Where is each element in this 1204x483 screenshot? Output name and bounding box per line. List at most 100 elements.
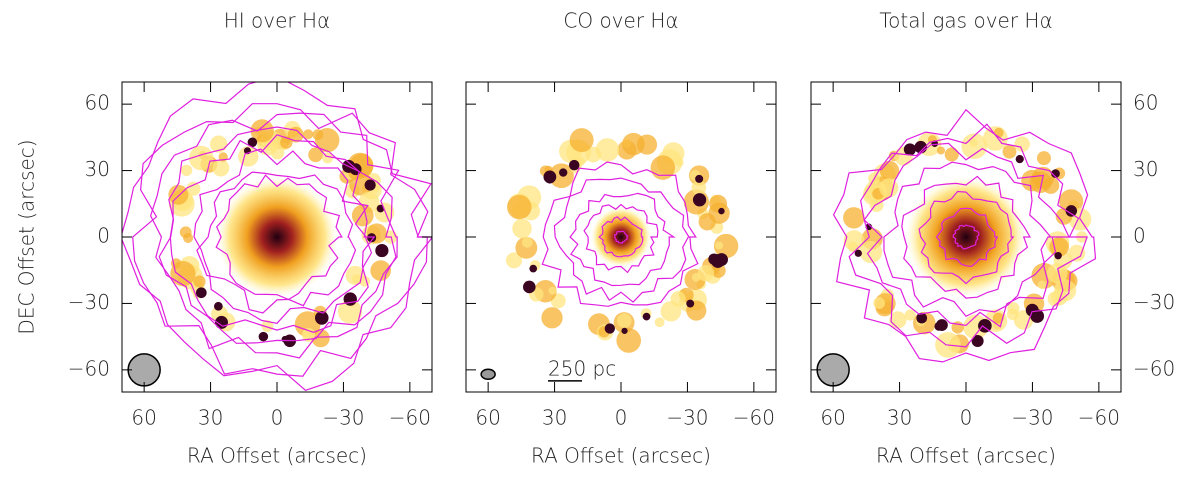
contour bbox=[583, 203, 659, 274]
hii-region bbox=[523, 280, 536, 294]
contour bbox=[848, 123, 1088, 348]
x-tick-label: −30 bbox=[666, 406, 708, 430]
hii-region bbox=[903, 143, 916, 156]
x-tick-label: −60 bbox=[389, 406, 431, 430]
hii-region bbox=[935, 319, 948, 331]
contour bbox=[883, 161, 1052, 318]
emission-blob bbox=[617, 313, 632, 328]
emission-blob bbox=[1037, 280, 1047, 290]
emission-blob bbox=[577, 157, 586, 166]
hii-region bbox=[247, 137, 258, 148]
contour bbox=[952, 224, 980, 250]
emission-blob bbox=[622, 132, 645, 156]
emission-blob bbox=[1021, 169, 1043, 192]
emission-blob bbox=[193, 275, 206, 288]
emission-blob bbox=[697, 265, 715, 282]
emission-blob bbox=[936, 146, 946, 155]
y-tick-label: 0 bbox=[97, 224, 110, 248]
hii-region bbox=[568, 159, 580, 171]
contour bbox=[541, 161, 699, 307]
panel-title: CO over Hα bbox=[563, 9, 678, 33]
emission-blob bbox=[843, 207, 865, 229]
contour bbox=[918, 190, 1015, 285]
emission-blob bbox=[1002, 144, 1017, 159]
emission-blob bbox=[507, 194, 532, 220]
hii-region bbox=[544, 173, 555, 184]
contour bbox=[613, 230, 629, 244]
emission-blob bbox=[210, 135, 228, 153]
hii-region bbox=[1025, 303, 1039, 317]
emission-blob bbox=[1036, 151, 1051, 166]
emission-blob bbox=[280, 136, 293, 149]
x-tick-label: 60 bbox=[820, 406, 845, 430]
y-tick-label: 30 bbox=[85, 157, 110, 181]
contour bbox=[553, 177, 691, 303]
hii-region bbox=[1015, 155, 1024, 164]
hii-region bbox=[686, 299, 695, 308]
hii-region bbox=[642, 312, 651, 321]
hii-region bbox=[364, 179, 376, 191]
emission-blob bbox=[312, 129, 324, 140]
emission-blob bbox=[904, 309, 916, 321]
panel-title: Total gas over Hα bbox=[879, 9, 1052, 33]
contour bbox=[196, 171, 357, 314]
hii-region bbox=[559, 168, 568, 177]
hii-region bbox=[978, 319, 992, 333]
hii-region bbox=[375, 244, 389, 258]
emission-blob bbox=[650, 155, 676, 180]
hii-region bbox=[195, 287, 207, 299]
image-layer bbox=[832, 108, 1097, 363]
contour bbox=[122, 82, 432, 391]
hii-region bbox=[1054, 251, 1062, 260]
hii-region bbox=[529, 264, 538, 273]
image-layer bbox=[505, 128, 739, 353]
emission-blob bbox=[338, 299, 363, 324]
emission-blob bbox=[569, 128, 594, 153]
emission-blob bbox=[250, 119, 274, 143]
hii-region bbox=[715, 253, 728, 267]
hii-region bbox=[604, 323, 615, 334]
contour bbox=[215, 174, 343, 301]
emission-blob bbox=[691, 180, 707, 196]
emission-blob bbox=[351, 274, 362, 284]
hii-region bbox=[213, 301, 223, 311]
emission-blob bbox=[302, 327, 315, 341]
x-tick-label: 0 bbox=[271, 406, 284, 430]
emission-blob bbox=[261, 320, 274, 332]
emission-blob bbox=[1068, 244, 1086, 262]
hii-region bbox=[343, 292, 357, 306]
emission-blob bbox=[512, 218, 532, 239]
emission-blob bbox=[1006, 308, 1019, 321]
y-tick-label: −30 bbox=[68, 290, 110, 314]
emission-blob bbox=[179, 226, 192, 239]
y-axis-label: DEC Offset (arcsec) bbox=[15, 139, 39, 334]
x-tick-label: −60 bbox=[1078, 406, 1120, 430]
y-tick-label: −60 bbox=[68, 356, 110, 380]
emission-blob bbox=[595, 138, 620, 162]
galaxy-core bbox=[217, 177, 337, 297]
hii-region bbox=[718, 207, 725, 215]
y-tick-label: 30 bbox=[1133, 157, 1158, 181]
contour bbox=[132, 103, 429, 377]
emission-blob bbox=[168, 184, 189, 205]
x-tick-label: 60 bbox=[131, 406, 156, 430]
y-tick-label: −60 bbox=[1133, 356, 1175, 380]
x-tick-label: −30 bbox=[1011, 406, 1053, 430]
emission-blob bbox=[654, 317, 665, 328]
contour bbox=[158, 126, 397, 344]
beam bbox=[480, 368, 496, 381]
hii-region bbox=[692, 193, 707, 207]
emission-blob bbox=[713, 233, 739, 259]
hii-region bbox=[621, 327, 628, 334]
hii-region bbox=[695, 174, 704, 183]
y-tick-label: −30 bbox=[1133, 290, 1175, 314]
contour bbox=[569, 192, 676, 287]
contour bbox=[863, 142, 1070, 328]
x-axis-label: RA Offset (arcsec) bbox=[187, 444, 367, 468]
beam bbox=[816, 353, 850, 387]
emission-blob bbox=[1014, 136, 1030, 152]
emission-blob bbox=[180, 164, 193, 177]
emission-blob bbox=[993, 127, 1004, 138]
y-tick-label: 60 bbox=[85, 91, 110, 115]
